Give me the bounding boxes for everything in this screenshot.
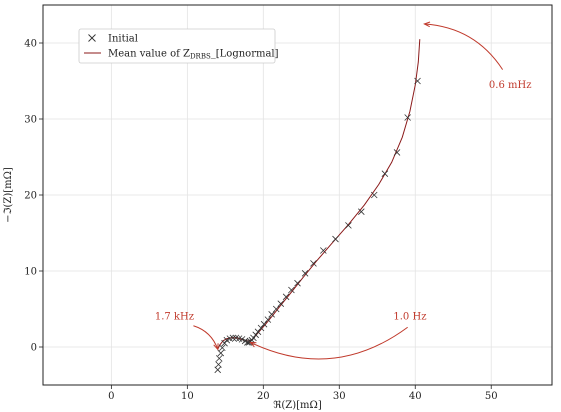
x-tick-label: 40 (409, 391, 422, 402)
annotation-arrow (250, 326, 408, 360)
initial-point (250, 334, 257, 342)
annotation-arrow (424, 23, 504, 70)
initial-point (288, 286, 295, 294)
annotation-label: 0.6 mHz (489, 80, 532, 91)
annotation-label: 1.0 Hz (393, 312, 426, 323)
legend: Initial Mean value of ZDRBS_[Lognormal] (78, 28, 279, 64)
annotation-label: 1.7 kHz (155, 312, 194, 323)
initial-point (310, 260, 317, 267)
annotation: 1.0 Hz (249, 312, 426, 360)
initial-point (272, 305, 280, 313)
initial-point (277, 300, 285, 307)
x-tick-label: 0 (108, 391, 114, 402)
initial-point (254, 328, 262, 336)
x-tick-label: 20 (257, 391, 270, 402)
initial-point (217, 349, 225, 357)
annotations: 0.6 mHz 1.7 kHz 1.0 Hz (155, 21, 532, 360)
initial-point (252, 331, 259, 339)
y-tick-label: 0 (31, 343, 37, 354)
initial-point (414, 77, 421, 85)
annotation: 1.7 kHz (155, 312, 219, 351)
x-tick-label: 30 (333, 391, 346, 402)
initial-point (219, 344, 226, 352)
annotation-arrowhead (249, 341, 257, 348)
legend-mean-prefix: Mean value of Z (108, 49, 190, 60)
initial-point (268, 311, 275, 318)
annotation: 0.6 mHz (423, 21, 532, 91)
initial-point (214, 366, 222, 374)
initial-point (345, 222, 352, 229)
initial-point (215, 355, 223, 362)
initial-point (370, 191, 378, 199)
x-tick-label: 50 (485, 391, 498, 402)
initial-point (282, 293, 290, 301)
axis-ticks: 0 10 20 30 40 50 0 10 20 30 40 (24, 39, 497, 403)
y-tick-label: 40 (24, 39, 37, 50)
y-tick-label: 30 (24, 115, 37, 126)
x-axis-label: ℜ(Z)[mΩ] (273, 400, 322, 411)
initial-point (257, 324, 265, 332)
initial-point (404, 114, 411, 121)
annotation-arrow (193, 325, 219, 350)
legend-initial-marker (88, 34, 96, 42)
initial-point (381, 170, 389, 178)
initial-point (332, 235, 339, 243)
initial-point (229, 334, 237, 342)
annotation-arrowhead (423, 21, 431, 28)
initial-point (260, 320, 268, 328)
legend-initial-label: Initial (108, 34, 138, 45)
legend-mean-label: Mean value of ZDRBS_[Lognormal] (108, 49, 279, 61)
y-tick-label: 20 (24, 191, 37, 202)
initial-point (393, 149, 401, 156)
initial-point (358, 208, 365, 216)
y-axis-label: −ℑ(Z)[mΩ] (3, 167, 14, 223)
initial-point (320, 247, 327, 254)
initial-point (301, 269, 309, 277)
initial-point (264, 316, 272, 323)
y-tick-label: 10 (24, 267, 37, 278)
annotation-arrowhead (213, 343, 219, 351)
legend-mean-subscript: DRBS (190, 53, 211, 61)
initial-point (215, 361, 222, 368)
mean-value-line (217, 39, 421, 350)
legend-box (78, 28, 276, 64)
initial-point (294, 279, 301, 287)
series (214, 39, 421, 374)
initial-point (221, 339, 228, 347)
x-tick-label: 10 (181, 391, 194, 402)
legend-mean-suffix: _[Lognormal] (211, 49, 279, 60)
